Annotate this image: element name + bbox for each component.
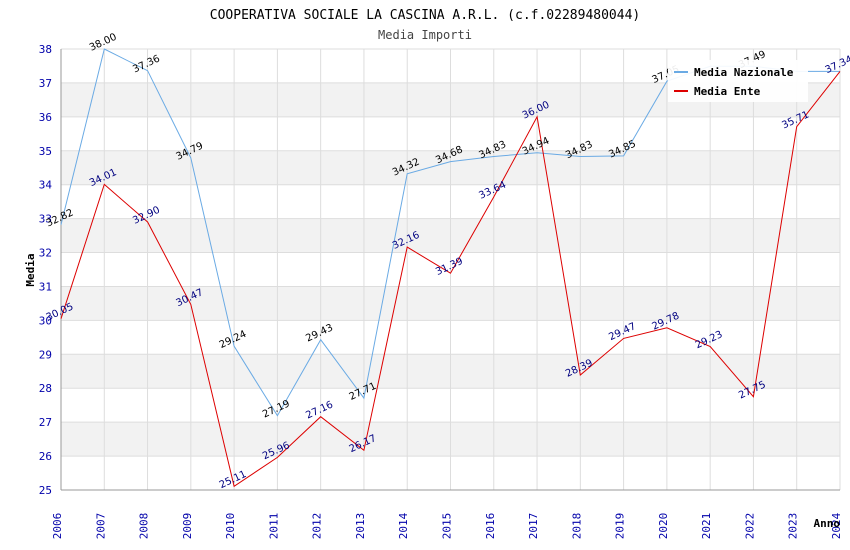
x-tick-label: 2024: [830, 512, 843, 539]
y-tick-label: 26: [39, 450, 52, 463]
x-tick-label: 2020: [657, 513, 670, 540]
y-tick-label: 27: [39, 416, 52, 429]
x-tick-label: 2011: [267, 513, 280, 540]
x-tick-label: 2023: [787, 513, 800, 540]
x-tick-label: 2017: [527, 513, 540, 540]
x-tick-label: 2008: [138, 513, 151, 540]
x-tick-label: 2018: [570, 513, 583, 540]
y-tick-label: 31: [39, 280, 52, 293]
x-tick-label: 2014: [397, 512, 410, 539]
data-label: 37.34: [824, 54, 850, 76]
x-axis-label: Anno: [814, 517, 841, 530]
x-tick-label: 2009: [181, 513, 194, 540]
x-tick-label: 2021: [700, 513, 713, 540]
y-axis-ticks: 25 26 27 28 29 30 31 32 33 34 35 36 37 38: [39, 43, 53, 497]
y-tick-label: 37: [39, 77, 52, 90]
chart-title: COOPERATIVA SOCIALE LA CASCINA A.R.L. (c…: [210, 8, 640, 23]
x-tick-label: 2006: [51, 513, 64, 540]
y-axis-label: Media: [24, 253, 37, 286]
x-tick-label: 2010: [224, 513, 237, 540]
y-tick-label: 30: [39, 314, 52, 327]
legend-entry: Media Nazionale: [694, 66, 794, 79]
y-tick-label: 35: [39, 145, 52, 158]
data-label: 37.36: [131, 53, 162, 75]
series-line-media-ente: [60, 71, 841, 488]
y-tick-label: 29: [39, 348, 52, 361]
y-tick-label: 36: [39, 111, 52, 124]
x-tick-label: 2007: [94, 513, 107, 540]
x-tick-label: 2016: [484, 513, 497, 540]
x-axis-ticks: 2006 2007 2008 2009 2010 2011 2012 2013 2014 2015…: [51, 512, 843, 539]
legend-box: [668, 60, 808, 102]
x-tick-label: 2013: [354, 513, 367, 540]
y-tick-label: 25: [39, 484, 52, 497]
data-label: 25.11: [218, 469, 249, 491]
x-tick-label: 2019: [614, 513, 627, 540]
legend: Media Nazionale Media Ente: [668, 60, 808, 102]
x-tick-label: 2015: [441, 513, 454, 540]
x-tick-label: 2022: [743, 513, 756, 540]
y-tick-label: 32: [39, 247, 52, 260]
y-tick-label: 38: [39, 43, 52, 56]
data-label: 27.19: [261, 398, 292, 420]
chart-subtitle: Media Importi: [378, 28, 472, 42]
y-tick-label: 28: [39, 382, 52, 395]
x-tick-label: 2012: [311, 513, 324, 540]
data-label: 29.24: [218, 329, 249, 351]
y-tick-label: 33: [39, 213, 52, 226]
data-label: 29.23: [694, 329, 725, 351]
data-label: 38.00: [88, 32, 119, 54]
data-label: 31.39: [434, 256, 465, 278]
y-tick-label: 34: [39, 179, 53, 192]
legend-entry: Media Ente: [694, 85, 761, 98]
